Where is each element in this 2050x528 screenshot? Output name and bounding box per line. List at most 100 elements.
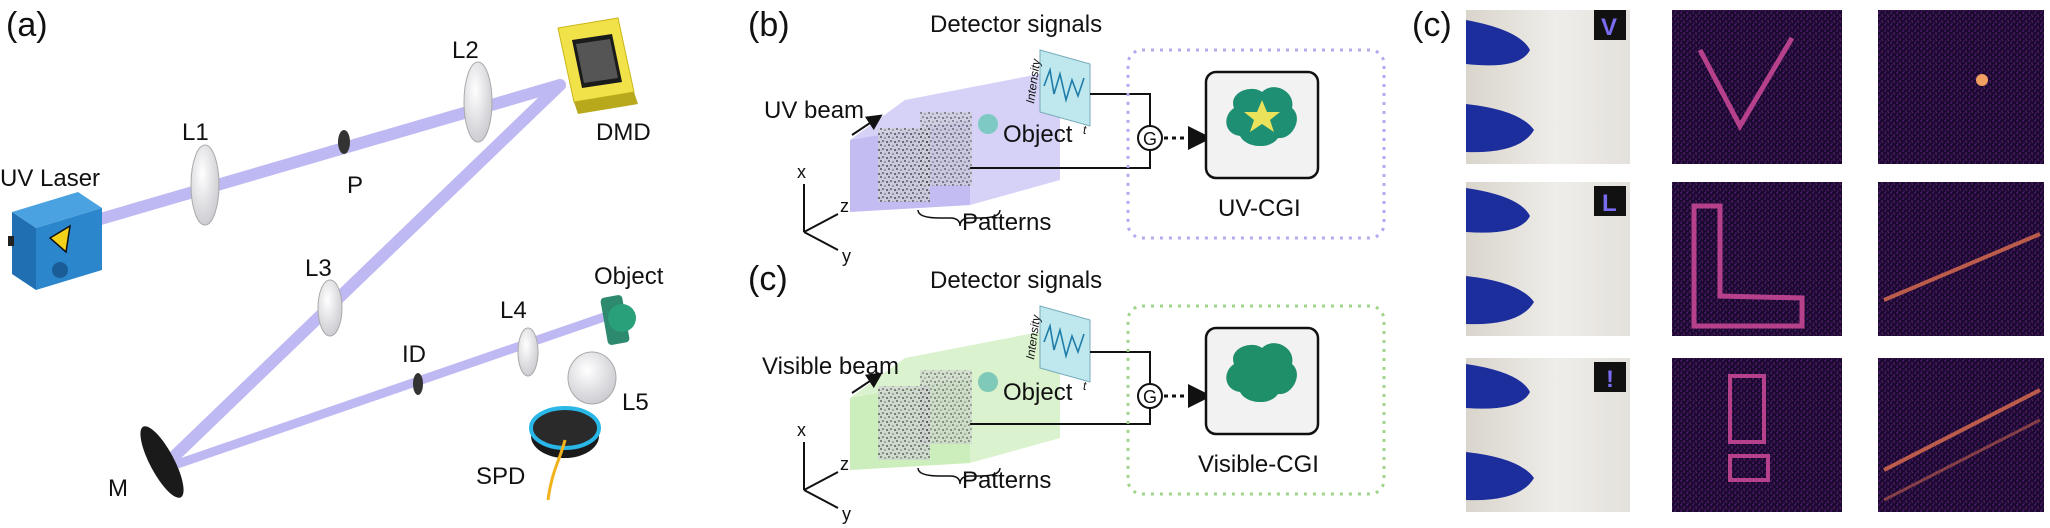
object-blob-2 — [978, 372, 998, 392]
signal-wires — [970, 93, 1151, 169]
visible-image-exclaim — [1878, 358, 2044, 512]
label-p: P — [347, 172, 363, 199]
panel-c-object-label: Object — [1003, 379, 1073, 406]
signal-trace — [1043, 66, 1085, 104]
label-uv-laser: UV Laser — [0, 165, 100, 192]
panel-c-detector-title: Detector signals — [930, 267, 1102, 294]
glove-finger-5 — [1466, 364, 1530, 409]
panel-b-object-label: Object — [1003, 121, 1073, 148]
lens-l2 — [463, 61, 493, 143]
lens-l1 — [190, 144, 220, 226]
glove-finger-1 — [1466, 20, 1530, 66]
label-l5: L5 — [622, 389, 649, 416]
glove-finger-2 — [1466, 104, 1534, 153]
axes-xyz-2 — [803, 442, 839, 509]
uv-laser: UV Laser — [0, 165, 102, 290]
label-l3: L3 — [305, 255, 332, 282]
label-l1: L1 — [182, 119, 209, 146]
label-spd: SPD — [476, 463, 525, 490]
signal-trace-2 — [1043, 322, 1085, 360]
panel-b-patterns-label: Patterns — [962, 209, 1051, 236]
panel-c-mid: (c) Detector signals Visible beam Object… — [748, 260, 1386, 524]
badge-v: V — [1601, 14, 1617, 41]
visible-cgi-label: Visible-CGI — [1198, 451, 1319, 478]
g-operator — [1137, 125, 1163, 151]
lens-l4 — [517, 327, 539, 377]
mirror-m — [140, 426, 184, 498]
glove-finger-3 — [1466, 188, 1530, 233]
badge-v-box — [1594, 10, 1626, 40]
object-sample: Object — [594, 263, 664, 345]
signal-axis-intensity: Intensity — [1023, 57, 1043, 104]
axis-z-label-2: z — [840, 454, 849, 474]
pattern-mask-4 — [920, 370, 972, 444]
axes-xyz — [803, 184, 839, 251]
badge-l: L — [1602, 190, 1617, 217]
pattern-mask-2 — [920, 112, 972, 186]
exclaim-dot-trace — [1728, 454, 1770, 482]
label-m: M — [108, 475, 128, 502]
panel-c-mid-label: (c) — [748, 260, 788, 298]
exclaim-bar-trace — [1728, 374, 1766, 444]
axis-y-label: y — [842, 246, 851, 266]
axis-x-label-2: x — [797, 420, 806, 440]
visible-image-v — [1878, 10, 2044, 164]
panel-b-label: (b) — [748, 6, 790, 44]
exclaim-streak-2 — [1883, 418, 2041, 502]
lens-l5 — [567, 351, 617, 405]
panel-b-detector-title: Detector signals — [930, 11, 1102, 38]
beam-arrow-2 — [851, 372, 883, 394]
beam-arrow — [851, 114, 883, 136]
label-l4: L4 — [500, 297, 527, 324]
visible-beam-volume — [850, 328, 1060, 470]
l-shape-trace — [1691, 203, 1805, 329]
spd-detector: SPD — [476, 406, 601, 501]
visible-image-l — [1878, 182, 2044, 336]
badge-l-box — [1594, 186, 1626, 216]
panel-a-label: (a) — [6, 6, 48, 44]
uv-cgi-star-icon — [1244, 100, 1280, 132]
uv-image-exclaim — [1672, 358, 1842, 512]
v-bright-spot — [1976, 74, 1988, 86]
g-operator-2 — [1137, 383, 1163, 409]
label-dmd: DMD — [596, 119, 651, 146]
panel-c-patterns-label: Patterns — [962, 467, 1051, 494]
patterns-brace — [917, 209, 1001, 227]
glove-finger-4 — [1466, 276, 1534, 325]
badge-exclaim-box — [1594, 362, 1626, 392]
g-symbol-2: G — [1143, 387, 1157, 407]
laser-warning-icon — [48, 224, 71, 254]
axis-x-label: x — [797, 162, 806, 182]
axis-z-label: z — [840, 196, 849, 216]
dmd: DMD — [557, 17, 651, 146]
badge-exclaim: ! — [1606, 366, 1614, 393]
lens-l3 — [317, 279, 343, 337]
l-streak — [1883, 232, 2041, 302]
label-id: ID — [402, 341, 426, 368]
row-v: V — [1466, 10, 2044, 164]
visible-cgi-object — [1226, 343, 1297, 403]
row-exclaim: ! — [1466, 358, 2044, 512]
panel-b-beam-label: UV beam — [764, 97, 864, 124]
axis-y-label-2: y — [842, 504, 851, 524]
exclaim-streak-1 — [1883, 388, 2041, 472]
signal-axis-t-2: t — [1083, 379, 1087, 393]
pinhole-p — [338, 130, 350, 154]
uv-image-v — [1672, 10, 1842, 164]
panel-c-right-label: (c) — [1412, 6, 1452, 44]
patterns-brace-2 — [917, 467, 1001, 485]
panel-c-beam-label: Visible beam — [762, 353, 899, 380]
v-shape-trace — [1697, 36, 1795, 132]
row-l: L — [1466, 182, 2044, 336]
iris-id — [413, 373, 423, 395]
glove-finger-6 — [1466, 452, 1534, 501]
panel-a: (a) UV Laser L1 P L2 — [0, 6, 664, 502]
g-symbol: G — [1143, 129, 1157, 149]
signal-wires-2 — [970, 351, 1151, 425]
signal-axis-intensity-2: Intensity — [1023, 313, 1043, 360]
object-blob — [978, 114, 998, 134]
uv-beam-volume — [850, 70, 1060, 212]
panel-c-right: (c) V L — [1412, 6, 2044, 512]
signal-card-2: Intensity t — [1023, 305, 1091, 393]
panel-b: (b) Detector signals UV beam Object Patt… — [748, 6, 1386, 266]
